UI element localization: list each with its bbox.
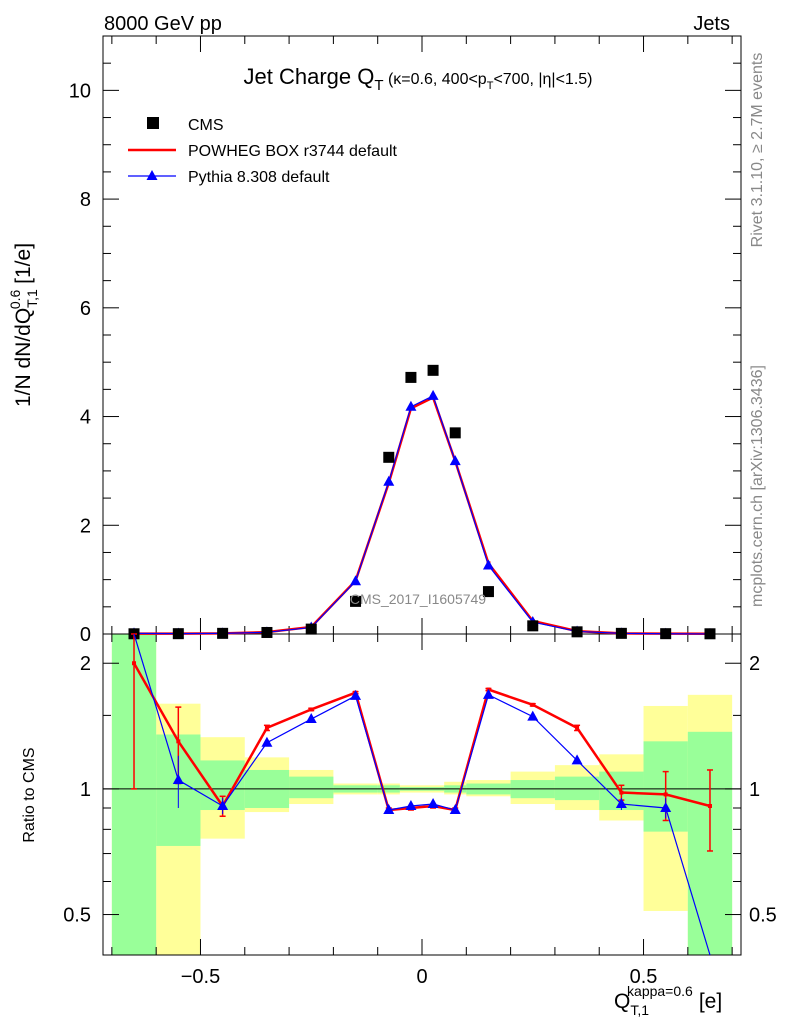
pythia-ratio-point <box>615 798 627 809</box>
cms-point <box>305 623 317 635</box>
legend-pythia-marker <box>146 170 158 180</box>
pythia-ratio-point <box>217 799 229 810</box>
main-axes: 0 2 4 6 8 10 <box>69 35 742 646</box>
svg-text:1/N dN/dQT,10.6 [1/e]: 1/N dN/dQT,10.6 [1/e] <box>7 243 40 407</box>
legend-powheg-label: POWHEG BOX r3744 default <box>188 143 398 160</box>
ratio-y-axis-title: Ratio to CMS <box>21 747 38 842</box>
ratio-y-tick-label: 1 <box>80 779 91 801</box>
ratio-y-tick-label-right: 2 <box>749 653 760 675</box>
legend-cms-label: CMS <box>188 117 224 134</box>
cms-point <box>427 364 439 376</box>
cms-point <box>172 628 184 640</box>
pythia-ratio-point <box>405 799 417 810</box>
powheg-ratio-point <box>575 725 580 730</box>
cms-point <box>217 627 229 639</box>
process-label: Jets <box>693 13 730 35</box>
pythia-point <box>405 400 417 411</box>
pythia-ratio-point <box>383 804 395 815</box>
powheg-ratio-point <box>264 725 269 730</box>
legend-cms-marker <box>147 117 159 129</box>
energy-label: 8000 GeV pp <box>104 13 222 35</box>
pythia-point <box>482 559 494 570</box>
pythia-ratio-point <box>172 774 184 785</box>
svg-text:QT,1kappa=0.6[e]: QT,1kappa=0.6 [e] <box>614 983 722 1018</box>
ratio-y-tick-label-right: 0.5 <box>749 905 777 927</box>
ratio-y-tick-label-right: 1 <box>749 779 760 801</box>
y-tick-label: 8 <box>80 189 91 211</box>
band-inner-bin <box>289 776 334 799</box>
cms-point <box>261 626 273 638</box>
pythia-ratio-point <box>350 689 362 700</box>
pythia-ratio-line <box>133 633 711 956</box>
pythia-point <box>350 575 362 586</box>
y-tick-label: 10 <box>69 80 91 102</box>
powheg-ratio-point <box>309 707 314 712</box>
pythia-ratio-point <box>427 798 439 809</box>
ratio-axes: 0.5 0.5 1 1 2 2 −0.5 0 0.5 <box>63 633 777 988</box>
cms-point <box>482 586 494 598</box>
pythia-ratio-point <box>571 754 583 765</box>
ratio-series <box>131 633 713 956</box>
cms-point <box>383 451 395 463</box>
pythia-ratio-point <box>482 688 494 699</box>
ratio-y-tick-label: 2 <box>80 653 91 675</box>
cms-point <box>405 371 417 383</box>
x-axis-title: QT,1kappa=0.6 [e] <box>614 983 722 1018</box>
pythia-ratio-point <box>261 736 273 747</box>
pythia-point <box>449 455 461 466</box>
y-tick-label: 0 <box>80 624 91 646</box>
powheg-ratio-point <box>132 661 137 666</box>
powheg-ratio-point <box>176 739 181 744</box>
pythia-ratio-point <box>305 713 317 724</box>
powheg-ratio-point <box>707 803 712 808</box>
band-inner-bin <box>554 776 600 801</box>
powheg-ratio-point <box>619 790 624 795</box>
cms-point <box>704 628 716 640</box>
main-series <box>128 364 716 640</box>
legend: CMS POWHEG BOX r3744 default Pythia 8.30… <box>128 117 398 186</box>
analysis-watermark: CMS_2017_I1605749 <box>350 591 486 607</box>
ratio-y-tick-label: 0.5 <box>63 905 91 927</box>
y-tick-label: 6 <box>80 298 91 320</box>
cms-point <box>527 620 539 632</box>
pythia-line <box>134 395 710 635</box>
cms-point <box>449 427 461 439</box>
pythia-point <box>427 389 439 400</box>
pythia-ratio-point <box>449 804 461 815</box>
rivet-label: Rivet 3.1.10, ≥ 2.7M events <box>749 53 766 248</box>
cms-point <box>615 627 627 639</box>
powheg-ratio-line <box>132 662 711 812</box>
legend-pythia-label: Pythia 8.308 default <box>188 169 330 186</box>
y-tick-label: 2 <box>80 515 91 537</box>
x-tick-label: −0.5 <box>181 966 220 988</box>
cms-point <box>350 595 362 607</box>
pythia-ratio-point <box>527 710 539 721</box>
mcplots-label: mcplots.cern.ch [arXiv:1306.3436] <box>749 365 766 607</box>
powheg-ratio-point <box>530 702 535 707</box>
x-tick-label: 0.5 <box>630 966 658 988</box>
chart-title: Jet Charge QT (κ=0.6, 400<pT<700, |η|<1.… <box>244 64 593 94</box>
pythia-ratio-point <box>660 801 672 812</box>
pythia-point <box>383 475 395 486</box>
y-tick-label: 4 <box>80 407 91 429</box>
svg-text:Jet Charge QT (κ=0.6, 400<pT<7: Jet Charge QT (κ=0.6, 400<pT<700, |η|<1.… <box>244 64 593 94</box>
y-axis-title: 1/N dN/dQT,10.6 [1/e] <box>7 243 40 407</box>
cms-point <box>660 628 672 640</box>
powheg-ratio-point <box>663 792 668 797</box>
cms-point <box>571 626 583 638</box>
x-tick-label: 0 <box>416 966 427 988</box>
